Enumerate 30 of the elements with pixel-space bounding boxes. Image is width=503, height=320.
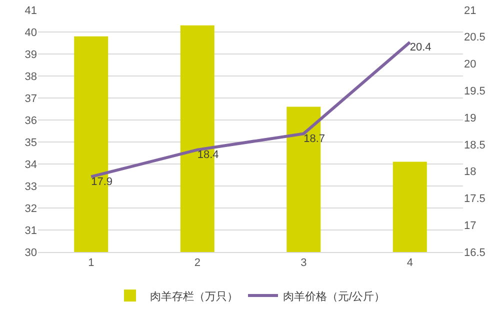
y2-tick-label: 17 bbox=[464, 220, 476, 232]
x-tick-label: 3 bbox=[300, 257, 307, 270]
y-tick-label: 33 bbox=[24, 180, 37, 193]
x-tick-label: 4 bbox=[406, 257, 413, 270]
y-tick-label: 41 bbox=[24, 4, 37, 17]
y2-tick-label: 19 bbox=[464, 112, 476, 124]
x-tick-label: 1 bbox=[88, 257, 94, 270]
legend-label: 肉羊存栏（万只） bbox=[150, 290, 238, 303]
y2-tick-label: 19.5 bbox=[464, 86, 486, 98]
data-label: 20.4 bbox=[410, 42, 432, 54]
y-tick-label: 35 bbox=[24, 136, 37, 149]
y2-tick-label: 18.5 bbox=[464, 139, 486, 152]
y2-tick-label: 20.5 bbox=[464, 32, 486, 44]
x-tick-label: 2 bbox=[194, 257, 200, 270]
line-series bbox=[90, 40, 412, 178]
y2-tick-label: 21 bbox=[464, 4, 476, 17]
y-tick-label: 40 bbox=[24, 26, 37, 39]
y-tick-label: 30 bbox=[24, 246, 37, 259]
y-tick-label: 39 bbox=[24, 48, 37, 61]
y-tick-label: 31 bbox=[24, 224, 37, 237]
y-tick-label: 32 bbox=[24, 202, 37, 215]
y-tick-label: 36 bbox=[24, 114, 37, 127]
y2-tick-label: 17.5 bbox=[464, 193, 486, 206]
y2-tick-label: 16.5 bbox=[464, 246, 486, 259]
y2-tick-label: 20 bbox=[464, 58, 476, 71]
y-tick-label: 37 bbox=[24, 92, 37, 105]
y-tick-label: 34 bbox=[24, 158, 37, 171]
y2-tick-label: 18 bbox=[464, 166, 476, 178]
y-tick-label: 38 bbox=[24, 70, 37, 83]
legend-label: 肉羊价格（元/公斤） bbox=[283, 290, 386, 303]
